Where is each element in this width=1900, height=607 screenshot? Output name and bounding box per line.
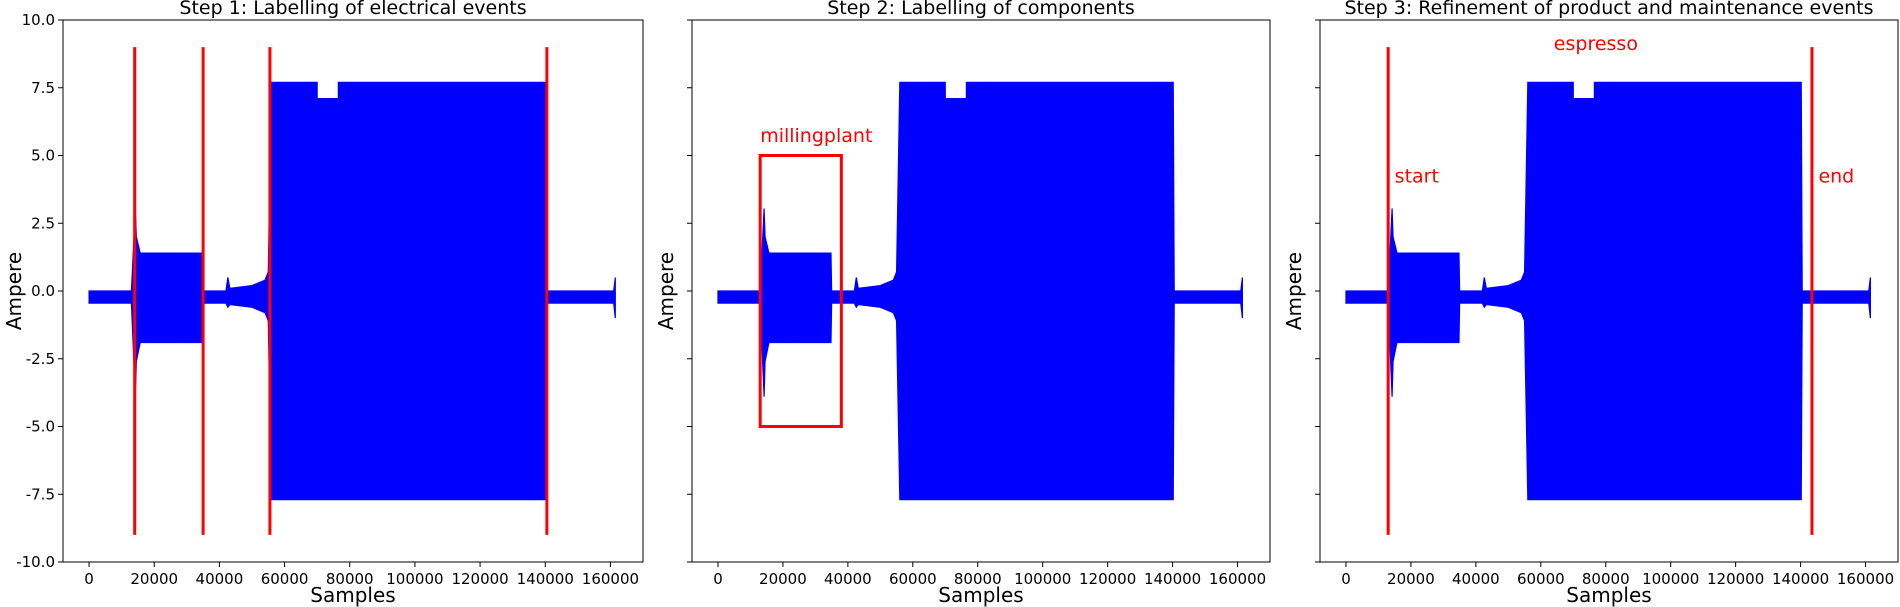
panel-1: 0 20000 40000 60000 80000 100000 120000 140000 1… xyxy=(2,0,644,607)
x-tick-label: 100000 xyxy=(1642,570,1699,588)
x-axis-label: Samples xyxy=(938,583,1023,607)
x-tick-label: 140000 xyxy=(517,570,574,588)
x-tick-label: 140000 xyxy=(1772,570,1829,588)
x-axis-label: Samples xyxy=(310,583,395,607)
x-tick-label: 0 xyxy=(84,570,94,588)
x-axis-label: Samples xyxy=(1566,583,1651,607)
annotation-label: espresso xyxy=(1554,33,1638,55)
chart-title: Step 2: Labelling of components xyxy=(827,0,1135,19)
x-tick-label: 40000 xyxy=(824,570,872,588)
x-tick-label: 100000 xyxy=(1014,570,1071,588)
x-tick-label: 120000 xyxy=(1707,570,1764,588)
y-axis-label: Ampere xyxy=(654,252,678,330)
chart-title: Step 3: Refinement of product and mainte… xyxy=(1344,0,1873,19)
x-tick-label: 60000 xyxy=(1517,570,1565,588)
x-tick-label: 80000 xyxy=(1582,570,1630,588)
y-tick-label: -10.0 xyxy=(16,553,55,571)
y-tick-label: -5.0 xyxy=(26,418,55,436)
y-tick-label: -2.5 xyxy=(26,350,55,368)
y-axis-label: Ampere xyxy=(1282,252,1306,330)
component-box xyxy=(758,154,843,428)
current-signal xyxy=(88,81,616,501)
x-tick-label: 60000 xyxy=(261,570,309,588)
x-tick-label: 20000 xyxy=(759,570,807,588)
x-tick-label: 100000 xyxy=(386,570,443,588)
y-tick-label: 0.0 xyxy=(31,282,55,300)
x-tick-label: 160000 xyxy=(1209,570,1266,588)
x-tick-label: 0 xyxy=(1341,570,1351,588)
x-tick-label: 160000 xyxy=(582,570,639,588)
chart-title: Step 1: Labelling of electrical events xyxy=(179,0,526,19)
annotation-label: millingplant xyxy=(760,125,872,147)
y-tick-label: -7.5 xyxy=(26,485,55,503)
x-tick-label: 0 xyxy=(713,570,723,588)
x-tick-label: 140000 xyxy=(1144,570,1201,588)
panel-2: 0 20000 40000 60000 80000 100000 120000 140000 1… xyxy=(654,0,1271,607)
x-tick-label: 160000 xyxy=(1837,570,1894,588)
x-tick-label: 120000 xyxy=(451,570,508,588)
panel-3: 0 20000 40000 60000 80000 100000 120000 140000 1… xyxy=(1282,0,1899,607)
x-tick-label: 80000 xyxy=(326,570,374,588)
x-tick-label: 40000 xyxy=(1452,570,1500,588)
current-signal xyxy=(1345,81,1871,501)
y-tick-label: 2.5 xyxy=(31,214,55,232)
current-signal xyxy=(717,81,1243,501)
annotation-label: start xyxy=(1395,166,1439,188)
y-tick-label: 5.0 xyxy=(31,147,55,165)
annotation-label: end xyxy=(1818,166,1854,188)
x-tick-label: 80000 xyxy=(954,570,1002,588)
x-tick-label: 20000 xyxy=(1387,570,1435,588)
x-tick-label: 60000 xyxy=(889,570,937,588)
y-axis-label: Ampere xyxy=(2,252,26,330)
x-tick-label: 120000 xyxy=(1079,570,1136,588)
y-tick-label: 10.0 xyxy=(22,11,55,29)
y-tick-label: 7.5 xyxy=(31,79,55,97)
x-tick-label: 40000 xyxy=(196,570,244,588)
x-tick-label: 20000 xyxy=(130,570,178,588)
